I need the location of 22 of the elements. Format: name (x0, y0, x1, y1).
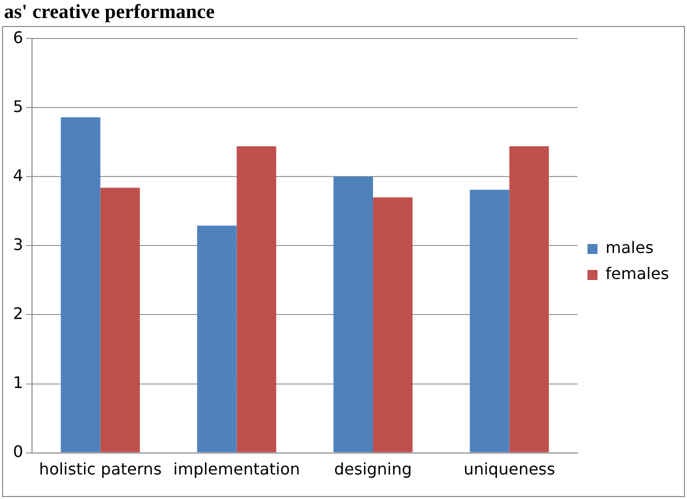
x-tick-label: uniqueness (464, 460, 556, 479)
bar (60, 117, 100, 452)
chart-title: as' creative performance (4, 0, 215, 24)
bar (100, 188, 140, 452)
bar (373, 197, 413, 452)
y-tick-label: 3 (12, 234, 24, 254)
bar (333, 176, 374, 452)
y-tick-label: 0 (12, 442, 24, 461)
y-tick-label: 6 (12, 28, 24, 47)
x-tick-label: holistic paterns (39, 460, 162, 479)
y-tick-label: 1 (12, 372, 24, 392)
y-tick-label: 2 (12, 304, 24, 323)
bar (236, 146, 276, 452)
y-tick-label: 4 (12, 166, 24, 185)
bar (197, 226, 237, 452)
bar (509, 146, 549, 452)
x-tick-label: designing (334, 460, 412, 479)
legend-label: males (606, 238, 654, 258)
x-tick-label: implementation (173, 460, 300, 479)
bar (470, 190, 510, 452)
y-tick-label: 5 (12, 96, 24, 116)
legend-label: females (606, 264, 670, 284)
